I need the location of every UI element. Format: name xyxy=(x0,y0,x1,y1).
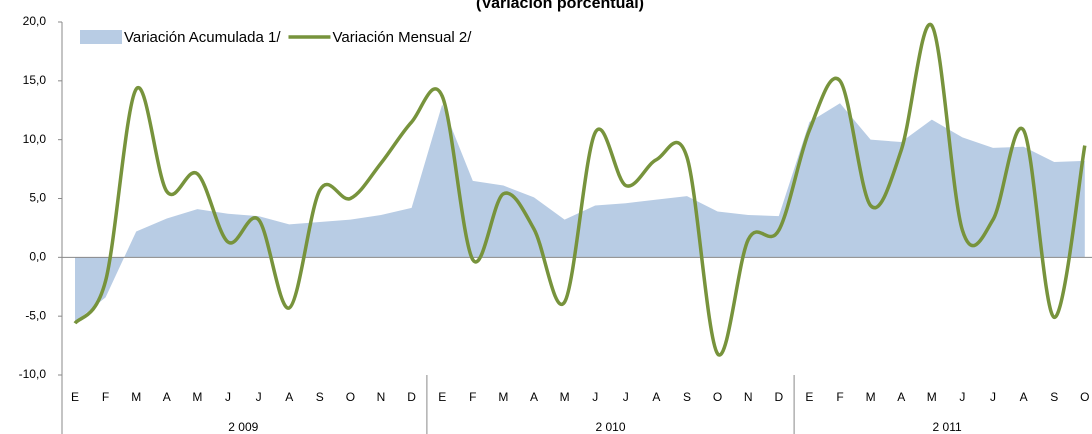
x-tick-label: M xyxy=(192,390,202,404)
chart-title: (Variación porcentual) xyxy=(476,0,644,12)
x-tick-label: A xyxy=(652,390,660,404)
y-tick-label: -10,0 xyxy=(19,367,47,381)
x-tick-label: O xyxy=(713,390,722,404)
x-tick-label: S xyxy=(1050,390,1058,404)
x-tick-label: M xyxy=(498,390,508,404)
x-tick-label: D xyxy=(774,390,783,404)
x-tick-label: M xyxy=(131,390,141,404)
x-tick-label: J xyxy=(256,390,262,404)
x-tick-label: J xyxy=(959,390,965,404)
x-tick-label: J xyxy=(623,390,629,404)
x-tick-label: A xyxy=(285,390,293,404)
x-tick-label: S xyxy=(316,390,324,404)
x-tick-label: M xyxy=(866,390,876,404)
legend-swatch xyxy=(80,30,122,44)
x-tick-label: D xyxy=(407,390,416,404)
x-tick-label: S xyxy=(683,390,691,404)
x-tick-label: A xyxy=(897,390,905,404)
y-tick-label: 10,0 xyxy=(23,132,47,146)
x-tick-label: E xyxy=(805,390,813,404)
x-tick-label: N xyxy=(744,390,753,404)
x-tick-label: M xyxy=(927,390,937,404)
y-tick-label: 0,0 xyxy=(29,250,46,264)
y-tick-label: 5,0 xyxy=(29,191,46,205)
y-tick-label: 15,0 xyxy=(23,73,47,87)
line xyxy=(73,22,1087,357)
x-tick-label: O xyxy=(346,390,355,404)
x-tick-label: F xyxy=(469,390,476,404)
year-label: 2 010 xyxy=(595,420,625,434)
year-label: 2 011 xyxy=(933,420,962,434)
x-tick-label: A xyxy=(530,390,538,404)
x-tick-label: E xyxy=(71,390,79,404)
x-tick-label: N xyxy=(377,390,386,404)
x-tick-label: A xyxy=(163,390,171,404)
x-tick-label: J xyxy=(592,390,598,404)
x-tick-label: A xyxy=(1020,390,1028,404)
x-tick-label: F xyxy=(102,390,109,404)
x-tick-label: E xyxy=(438,390,446,404)
y-tick-label: 20,0 xyxy=(23,14,47,28)
year-label: 2 009 xyxy=(228,420,258,434)
x-tick-label: O xyxy=(1080,390,1089,404)
y-tick-label: -5,0 xyxy=(25,308,46,322)
x-tick-label: J xyxy=(990,390,996,404)
x-tick-label: F xyxy=(836,390,843,404)
x-tick-label: M xyxy=(560,390,570,404)
x-tick-label: J xyxy=(225,390,231,404)
legend-label: Variación Acumulada 1/ xyxy=(124,29,281,46)
legend-label: Variación Mensual 2/ xyxy=(332,29,472,46)
